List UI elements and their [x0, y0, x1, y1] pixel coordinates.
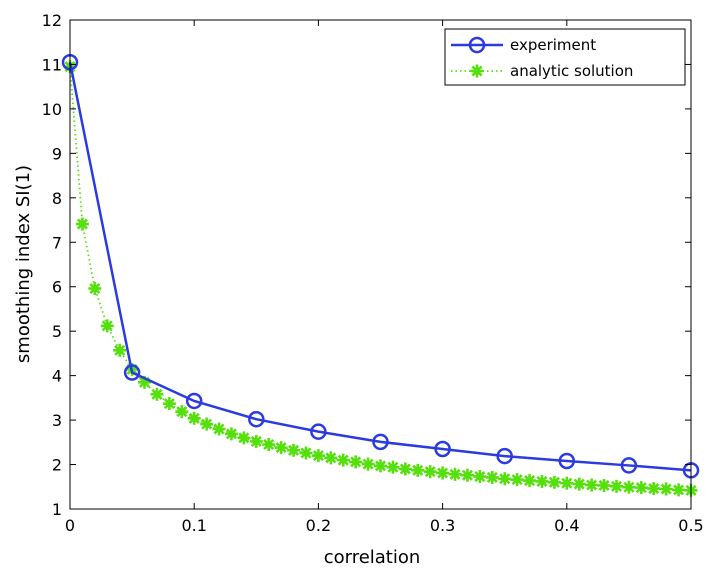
point-analytic — [212, 422, 226, 436]
point-analytic — [411, 463, 425, 477]
x-tick-label: 0.3 — [430, 516, 455, 535]
point-analytic — [100, 319, 114, 333]
y-tick-label: 3 — [52, 411, 62, 430]
x-tick-label: 0 — [65, 516, 75, 535]
point-experiment — [558, 452, 576, 470]
point-analytic — [374, 459, 387, 473]
point-analytic — [162, 397, 176, 411]
point-analytic — [113, 343, 127, 357]
y-tick-label: 5 — [52, 322, 62, 341]
y-tick-label: 8 — [52, 189, 62, 208]
y-tick-label: 9 — [52, 144, 62, 163]
point-experiment — [310, 423, 327, 440]
y-tick-label: 6 — [52, 278, 62, 297]
point-analytic — [535, 474, 549, 488]
y-tick-label: 11 — [42, 55, 62, 74]
point-analytic — [560, 476, 574, 490]
point-analytic — [336, 453, 350, 467]
point-analytic — [609, 479, 623, 493]
point-analytic — [436, 466, 450, 480]
legend-label-experiment: experiment — [510, 36, 596, 54]
point-analytic — [200, 417, 214, 431]
point-analytic — [224, 427, 238, 441]
point-experiment — [496, 447, 513, 465]
point-analytic — [547, 475, 561, 489]
point-analytic — [622, 480, 636, 494]
x-tick-label: 0.4 — [554, 516, 579, 535]
series-layer — [61, 53, 700, 497]
point-analytic — [88, 282, 102, 296]
point-analytic — [398, 462, 412, 476]
x-axis-title: correlation — [324, 547, 421, 568]
y-tick-label: 7 — [52, 233, 62, 252]
point-analytic — [672, 483, 686, 497]
point-analytic — [287, 443, 301, 457]
point-experiment — [620, 457, 638, 474]
point-analytic — [324, 451, 338, 465]
point-analytic — [510, 473, 524, 487]
point-analytic — [237, 431, 251, 445]
point-analytic — [473, 470, 487, 484]
point-experiment — [434, 440, 451, 458]
point-analytic — [150, 387, 164, 401]
x-tick-label: 0.5 — [678, 516, 703, 535]
legend-label-analytic: analytic solution — [510, 62, 633, 80]
point-analytic — [659, 482, 673, 496]
legend-marker-analytic — [470, 64, 484, 78]
point-analytic — [249, 434, 263, 448]
point-analytic — [274, 441, 288, 455]
point-analytic — [572, 477, 586, 491]
legend-box — [444, 28, 686, 86]
point-experiment — [123, 364, 141, 381]
point-analytic — [485, 470, 499, 484]
point-analytic — [498, 472, 512, 486]
legend: experiment analytic solution — [444, 28, 686, 86]
point-analytic — [386, 460, 400, 474]
point-analytic — [311, 449, 325, 463]
point-analytic — [597, 478, 611, 492]
point-analytic — [187, 411, 201, 425]
plot-background — [70, 20, 691, 509]
y-axis-title: smoothing index SI(1) — [13, 165, 34, 363]
series-line-experiment — [68, 61, 692, 472]
y-tick-label: 1 — [52, 500, 62, 519]
point-analytic — [175, 405, 189, 419]
y-tick-label: 10 — [42, 100, 62, 119]
plot-frame — [69, 19, 692, 510]
point-experiment — [248, 410, 265, 428]
legend-star — [470, 64, 484, 78]
point-analytic — [299, 446, 313, 460]
point-analytic — [361, 457, 375, 471]
y-tick-label: 2 — [52, 456, 62, 475]
point-analytic — [349, 455, 363, 469]
point-analytic — [423, 465, 437, 479]
legend-marker-experiment — [468, 36, 486, 54]
x-tick-label: 0.1 — [181, 516, 206, 535]
point-experiment — [372, 433, 389, 451]
point-experiment — [185, 392, 203, 410]
point-analytic — [585, 478, 599, 492]
point-analytic — [634, 481, 648, 495]
y-tick-label: 4 — [52, 367, 62, 386]
point-analytic — [75, 217, 89, 231]
point-analytic — [262, 438, 276, 452]
point-analytic — [647, 482, 661, 496]
point-analytic — [523, 474, 537, 488]
point-analytic — [460, 468, 474, 482]
x-tick-label: 0.2 — [306, 516, 331, 535]
point-analytic — [448, 467, 462, 481]
y-tick-label: 12 — [42, 11, 62, 30]
